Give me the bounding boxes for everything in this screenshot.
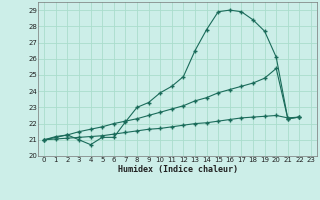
X-axis label: Humidex (Indice chaleur): Humidex (Indice chaleur) [118, 165, 238, 174]
